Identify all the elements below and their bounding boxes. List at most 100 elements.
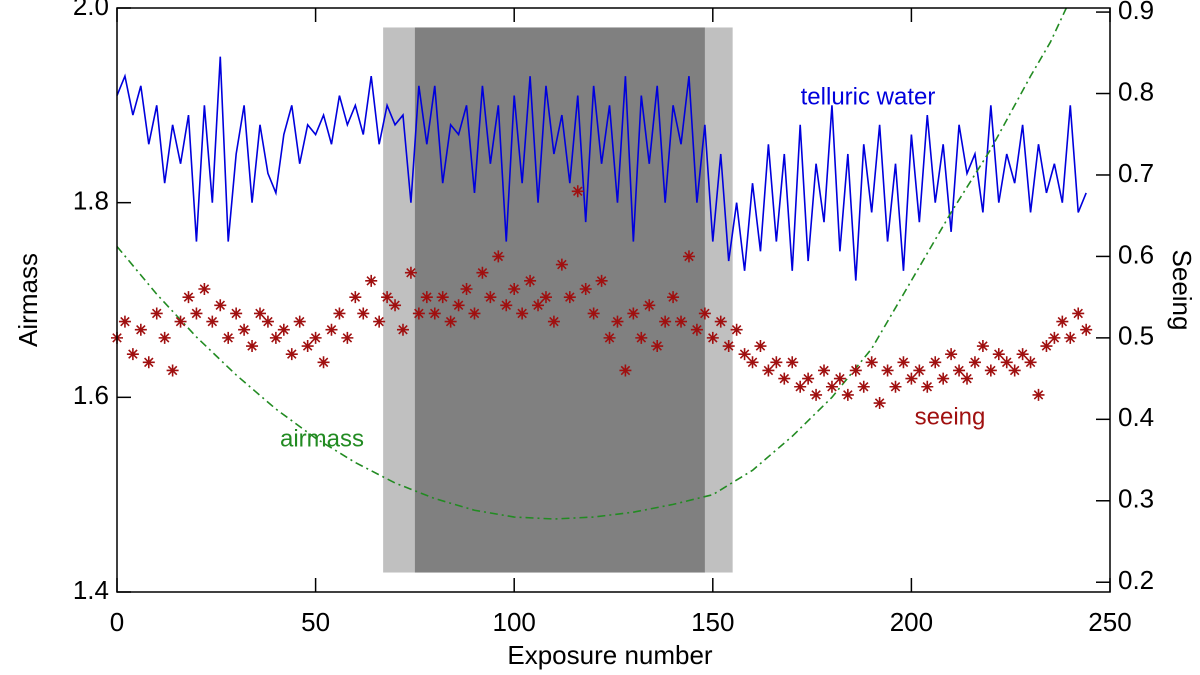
seeing-marker: [389, 299, 402, 312]
seeing-marker: [396, 323, 409, 336]
seeing-marker: [786, 356, 799, 369]
seeing-marker: [214, 299, 227, 312]
seeing-marker: [341, 331, 354, 344]
y-tick-label: 1.8: [73, 186, 109, 216]
seeing-marker: [675, 315, 688, 328]
seeing-marker: [269, 331, 282, 344]
water-line: [116, 56, 1087, 281]
seeing-marker: [547, 315, 560, 328]
seeing-marker: [285, 348, 298, 361]
y2-tick-label: 0.7: [1118, 158, 1154, 188]
seeing-marker: [317, 356, 330, 369]
y2-axis-label: Seeing: [1167, 250, 1197, 331]
seeing-marker: [190, 307, 203, 320]
seeing-marker: [953, 364, 966, 377]
seeing-marker: [428, 307, 441, 320]
seeing-marker: [603, 331, 616, 344]
seeing-marker: [563, 291, 576, 304]
seeing-marker: [333, 307, 346, 320]
annotation: telluric water: [801, 83, 936, 110]
seeing-marker: [1000, 356, 1013, 369]
seeing-marker: [659, 315, 672, 328]
seeing-marker: [468, 307, 481, 320]
y2-tick-label: 0.5: [1118, 321, 1154, 351]
seeing-marker: [587, 307, 600, 320]
seeing-marker: [794, 380, 807, 393]
seeing-marker: [484, 291, 497, 304]
seeing-marker: [818, 364, 831, 377]
seeing-marker: [404, 266, 417, 279]
plot-area: [111, 7, 1093, 520]
x-tick-label: 250: [1088, 607, 1131, 637]
seeing-marker: [881, 364, 894, 377]
x-tick-label: 200: [890, 607, 933, 637]
seeing-marker: [714, 315, 727, 328]
seeing-marker: [349, 291, 362, 304]
seeing-marker: [698, 307, 711, 320]
seeing-marker: [277, 323, 290, 336]
seeing-marker: [619, 364, 632, 377]
seeing-marker: [635, 331, 648, 344]
seeing-marker: [945, 348, 958, 361]
seeing-marker: [206, 315, 219, 328]
seeing-marker: [825, 380, 838, 393]
seeing-marker: [889, 380, 902, 393]
seeing-marker: [1008, 364, 1021, 377]
y2-tick-label: 0.6: [1118, 239, 1154, 269]
x-tick-label: 0: [110, 607, 124, 637]
seeing-marker: [500, 299, 513, 312]
seeing-marker: [253, 307, 266, 320]
seeing-marker: [810, 388, 823, 401]
seeing-marker: [158, 331, 171, 344]
seeing-marker: [762, 364, 775, 377]
seeing-marker: [1064, 331, 1077, 344]
seeing-marker: [539, 291, 552, 304]
y-tick-label: 1.4: [73, 575, 109, 605]
seeing-marker: [357, 307, 370, 320]
seeing-marker: [532, 299, 545, 312]
seeing-marker: [246, 340, 259, 353]
seeing-marker: [849, 364, 862, 377]
plot-frame: [116, 7, 1111, 593]
seeing-marker: [913, 364, 926, 377]
seeing-marker: [992, 348, 1005, 361]
x-tick-label: 150: [691, 607, 734, 637]
seeing-marker: [174, 315, 187, 328]
seeing-marker: [126, 348, 139, 361]
seeing-marker: [770, 356, 783, 369]
seeing-marker: [1048, 331, 1061, 344]
seeing-marker: [905, 372, 918, 385]
seeing-marker: [643, 299, 656, 312]
seeing-marker: [968, 356, 981, 369]
seeing-marker: [325, 323, 338, 336]
seeing-marker: [476, 266, 489, 279]
seeing-marker: [730, 323, 743, 336]
seeing-marker: [754, 340, 767, 353]
seeing-marker: [976, 340, 989, 353]
seeing-marker: [778, 372, 791, 385]
seeing-marker: [436, 291, 449, 304]
annotation: airmass: [280, 425, 364, 452]
seeing-marker: [412, 307, 425, 320]
x-tick-label: 50: [301, 607, 330, 637]
y2-tick-label: 0.9: [1118, 0, 1154, 25]
seeing-marker: [1080, 323, 1093, 336]
seeing-marker: [238, 323, 251, 336]
y2-tick-label: 0.8: [1118, 76, 1154, 106]
seeing-marker: [865, 356, 878, 369]
seeing-marker: [222, 331, 235, 344]
seeing-marker: [929, 356, 942, 369]
seeing-marker: [857, 380, 870, 393]
seeing-marker: [150, 307, 163, 320]
seeing-marker: [682, 250, 695, 263]
seeing-marker: [444, 315, 457, 328]
seeing-marker: [627, 307, 640, 320]
seeing-marker: [452, 299, 465, 312]
seeing-marker: [722, 340, 735, 353]
seeing-marker: [690, 323, 703, 336]
seeing-marker: [897, 356, 910, 369]
seeing-marker: [373, 315, 386, 328]
seeing-marker: [1016, 348, 1029, 361]
seeing-marker: [873, 397, 886, 410]
